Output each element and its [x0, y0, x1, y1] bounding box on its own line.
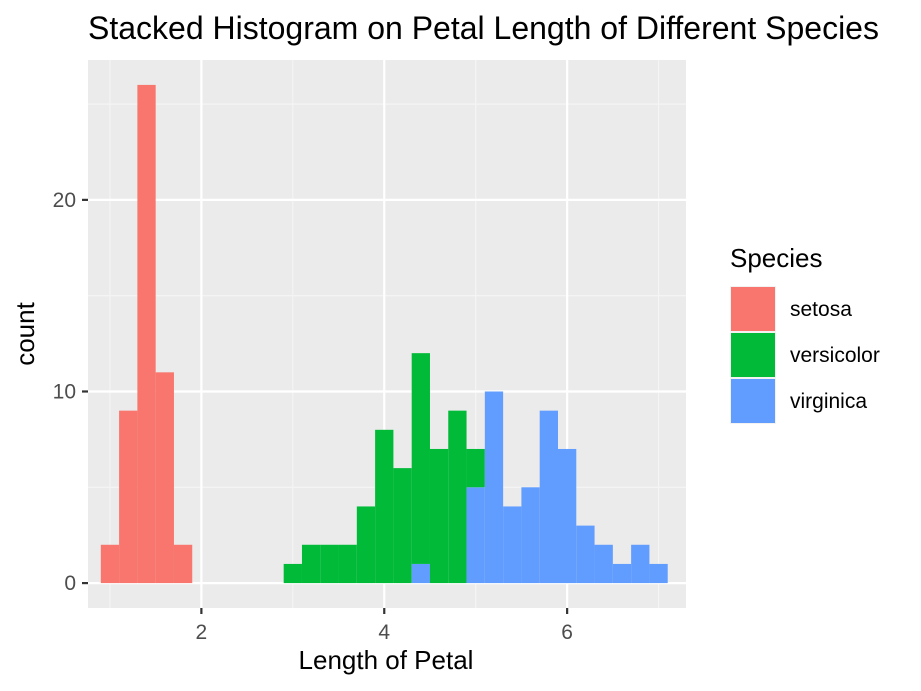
bar-virginica — [649, 563, 668, 584]
legend: Species setosa versicolor virginica — [730, 243, 880, 424]
legend-label-versicolor: versicolor — [790, 344, 880, 367]
bar-virginica — [411, 563, 430, 584]
bar-versicolor — [338, 544, 357, 584]
legend-title: Species — [730, 243, 823, 273]
bar-versicolor — [393, 468, 412, 584]
bar-versicolor — [466, 448, 485, 488]
bar-virginica — [557, 448, 577, 584]
x-axis: 2 4 6 — [196, 608, 573, 644]
legend-items: setosa versicolor virginica — [730, 286, 880, 424]
bar-virginica — [594, 544, 613, 584]
bar-virginica — [484, 391, 504, 584]
bar-versicolor — [283, 563, 302, 584]
bar-versicolor — [320, 544, 339, 584]
bar-versicolor — [448, 410, 467, 584]
bar-virginica — [631, 544, 650, 584]
legend-key-versicolor — [731, 333, 775, 377]
legend-key-setosa — [731, 287, 775, 331]
bar-virginica — [539, 410, 558, 584]
bar-virginica — [612, 563, 632, 584]
bar-setosa — [137, 84, 156, 584]
y-axis-title: count — [10, 301, 40, 365]
bar-versicolor — [411, 353, 430, 564]
y-tick-label: 10 — [53, 380, 76, 403]
bar-virginica — [466, 487, 485, 584]
bar-versicolor — [375, 429, 394, 584]
x-tick-label: 2 — [196, 621, 208, 644]
y-tick-label: 20 — [53, 189, 76, 212]
histogram-bars — [100, 84, 668, 584]
bar-versicolor — [301, 544, 321, 584]
bar-setosa — [155, 372, 174, 584]
legend-label-setosa: setosa — [790, 298, 852, 321]
bar-virginica — [503, 506, 522, 584]
bar-versicolor — [429, 448, 449, 584]
x-axis-title: Length of Petal — [299, 645, 474, 675]
y-axis: 0 10 20 — [53, 189, 88, 595]
bar-setosa — [119, 410, 138, 584]
x-tick-label: 4 — [378, 621, 390, 644]
bar-setosa — [173, 544, 193, 584]
bar-versicolor — [356, 506, 376, 584]
chart-title: Stacked Histogram on Petal Length of Dif… — [88, 10, 879, 46]
legend-key-virginica — [731, 379, 775, 423]
legend-label-virginica: virginica — [790, 390, 867, 413]
bar-virginica — [576, 525, 595, 584]
bar-setosa — [100, 544, 120, 584]
y-tick-label: 0 — [64, 572, 76, 595]
bar-virginica — [521, 487, 540, 584]
x-tick-label: 6 — [561, 621, 573, 644]
